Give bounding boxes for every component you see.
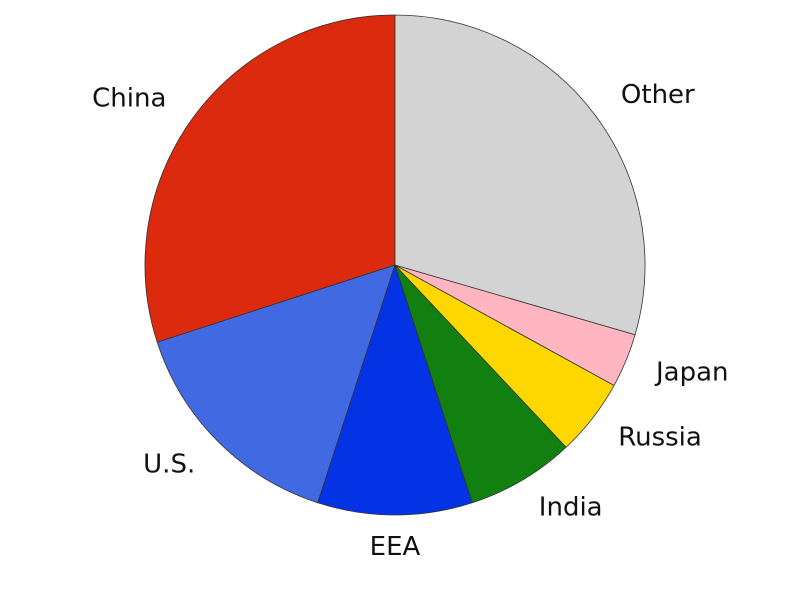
pie-label-eea: EEA bbox=[370, 532, 421, 562]
pie-label-russia: Russia bbox=[618, 423, 702, 453]
pie-slices bbox=[144, 14, 646, 516]
pie-slice-u-s bbox=[156, 264, 396, 504]
pie-slice-eea bbox=[317, 263, 473, 516]
pie-label-u-s: U.S. bbox=[143, 449, 195, 479]
pie-slice-china bbox=[144, 14, 396, 343]
pie-slice-other bbox=[394, 14, 646, 336]
pie-label-japan: Japan bbox=[654, 358, 729, 388]
pie-slice-india bbox=[394, 264, 567, 504]
pie-label-india: India bbox=[539, 493, 603, 523]
pie-labels: China U.S. EEA India Russia Japan Other bbox=[92, 80, 728, 562]
pie-label-china: China bbox=[92, 83, 166, 113]
pie-label-other: Other bbox=[621, 80, 695, 110]
